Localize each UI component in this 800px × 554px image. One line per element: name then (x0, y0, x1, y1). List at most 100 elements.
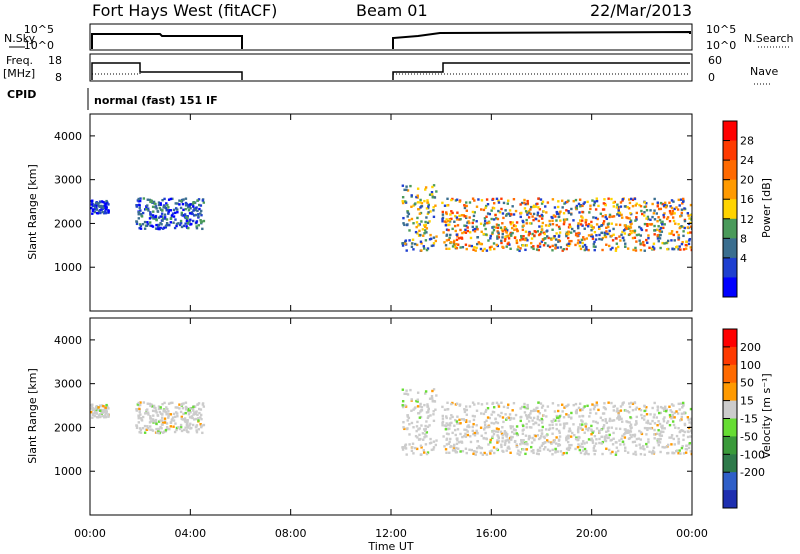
velocity-cell (402, 426, 405, 429)
power-cell (475, 246, 478, 250)
power-cell (685, 240, 688, 244)
power-cell (665, 241, 668, 245)
power-cell (101, 205, 104, 208)
power-cell (581, 204, 584, 208)
power-cell (585, 245, 588, 249)
power-cell (180, 211, 183, 215)
velocity-cell (190, 426, 193, 430)
power-cell (155, 207, 158, 210)
power-cell (418, 229, 421, 233)
power-cell (451, 227, 454, 231)
power-frame (89, 113, 693, 312)
power-cell (653, 197, 656, 201)
velocity-cell (678, 449, 681, 452)
velocity-cell (139, 431, 143, 434)
velocity-cell (615, 410, 619, 413)
velocity-cell (152, 421, 155, 424)
power-cell (446, 204, 449, 207)
power-cell (651, 245, 655, 249)
velocity-cell (456, 447, 460, 450)
power-cell (671, 209, 675, 213)
velocity-cell (677, 402, 680, 406)
power-cell (680, 208, 684, 211)
velocity-cell (595, 401, 599, 404)
velocity-cell (563, 406, 566, 409)
velocity-cell (420, 446, 423, 449)
power-cell (672, 247, 676, 251)
power-cell (551, 249, 554, 252)
power-cell (155, 218, 158, 221)
power-cell (565, 209, 568, 212)
velocity-cell (528, 434, 531, 438)
velocity-cell (492, 411, 496, 414)
velocity-cell (633, 433, 637, 436)
velocity-cell (557, 444, 560, 447)
velocity-cell (554, 447, 557, 451)
power-cell (626, 206, 629, 209)
power-cell (533, 234, 536, 237)
power-cell (184, 207, 187, 211)
power-cell (466, 229, 470, 233)
power-cell (614, 247, 618, 250)
velocity-cell (146, 402, 150, 405)
velocity-cell (510, 417, 513, 420)
velocity-cell (537, 401, 540, 404)
velocity-cell (520, 405, 524, 409)
power-cell (635, 233, 639, 237)
power-cell (196, 199, 199, 202)
power-cell (485, 204, 488, 208)
velocity-cell (670, 417, 673, 420)
velocity-cell (686, 416, 690, 419)
power-cell (623, 224, 627, 227)
velocity-cell (617, 413, 620, 416)
velocity-cell (429, 437, 432, 441)
power-cell (432, 184, 436, 187)
velocity-cell (171, 416, 175, 419)
power-cell (412, 204, 415, 207)
freq-trace (91, 62, 690, 80)
freq-panel-frame (89, 53, 693, 82)
power-cell (480, 242, 484, 246)
power-cell (661, 223, 664, 226)
power-cell (670, 239, 673, 242)
power-cell (550, 215, 553, 219)
power-cell (411, 242, 414, 245)
velocity-cell (463, 419, 466, 422)
power-cell (414, 242, 417, 246)
power-cell (447, 228, 450, 232)
beam-title: Beam 01 (356, 1, 428, 20)
power-cell (608, 215, 611, 219)
power-cell (448, 223, 451, 226)
velocity-cell (432, 419, 436, 423)
power-cell (91, 208, 95, 211)
power-cell (515, 228, 519, 231)
velocity-cell (677, 437, 680, 441)
power-cell (655, 212, 658, 215)
velocity-cell (646, 419, 650, 423)
velocity-cell (189, 411, 192, 414)
velocity-cell (186, 419, 189, 422)
power-cell (152, 210, 155, 213)
power-cell (657, 216, 660, 219)
velocity-cell (554, 419, 557, 422)
velocity-cell (180, 403, 183, 407)
velocity-cell (538, 449, 542, 452)
power-cell (539, 198, 543, 201)
power-cell (677, 248, 680, 251)
power-cell (452, 242, 456, 245)
velocity-cell (138, 410, 141, 414)
nsky-label: N.Sky (4, 32, 36, 45)
power-cell (567, 230, 570, 233)
power-cell (574, 198, 578, 202)
power-cell (593, 248, 596, 252)
power-cell (617, 211, 620, 215)
power-cell (672, 200, 675, 203)
power-cell (477, 198, 480, 201)
velocity-cell (579, 409, 582, 412)
velocity-cell (619, 443, 622, 446)
power-cell (598, 237, 601, 241)
velocity-cell (443, 445, 446, 448)
power-cell (167, 212, 170, 215)
power-cell (547, 236, 550, 240)
